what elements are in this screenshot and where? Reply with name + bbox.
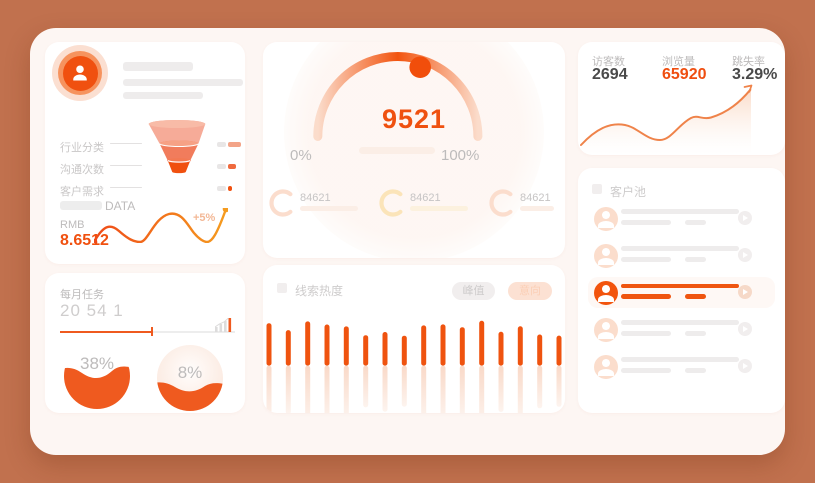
svg-text:38%: 38% [80, 354, 114, 373]
svg-text:8%: 8% [178, 363, 203, 382]
